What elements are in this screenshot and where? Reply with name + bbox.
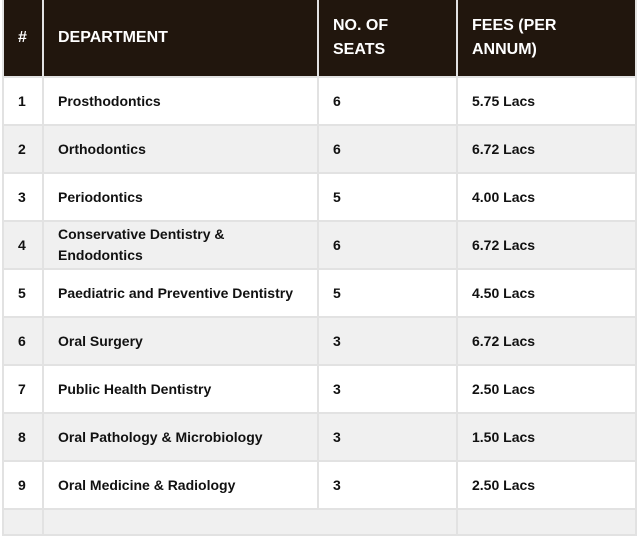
cell-department: Conservative Dentistry & Endodontics <box>42 220 319 270</box>
cell-number: 4 <box>2 220 44 270</box>
cell-number: 1 <box>2 76 44 126</box>
cell-number: 6 <box>2 316 44 366</box>
cell-number: 5 <box>2 268 44 318</box>
cell-department: Periodontics <box>42 172 319 222</box>
table-row: 4 Conservative Dentistry & Endodontics 6 6.… <box>2 220 637 270</box>
table-row: 3 Periodontics 5 4.00 Lacs <box>2 172 637 222</box>
cell-fees: 2.50 Lacs <box>456 364 637 414</box>
cell-seats: 6 <box>317 220 458 270</box>
table-row: 2 Orthodontics 6 6.72 Lacs <box>2 124 637 174</box>
cell-seats: 3 <box>317 364 458 414</box>
header-fees: FEES (PER ANNUM) <box>456 0 637 78</box>
cell-department: Oral Surgery <box>42 316 319 366</box>
cell-number: 3 <box>2 172 44 222</box>
table-row: 1 Prosthodontics 6 5.75 Lacs <box>2 76 637 126</box>
table-row: 7 Public Health Dentistry 3 2.50 Lacs <box>2 364 637 414</box>
table-row: 8 Oral Pathology & Microbiology 3 1.50 Lacs <box>2 412 637 462</box>
cell-seats: 5 <box>317 268 458 318</box>
cell-department: Orthodontics <box>42 124 319 174</box>
cell-seats: 6 <box>317 124 458 174</box>
header-number: # <box>2 0 44 78</box>
header-department: DEPARTMENT <box>42 0 319 78</box>
cell-number: 8 <box>2 412 44 462</box>
header-seats: NO. OF SEATS <box>317 0 458 78</box>
cell-department: Paediatric and Preventive Dentistry <box>42 268 319 318</box>
cell-seats: 3 <box>317 316 458 366</box>
cell-fees: 6.72 Lacs <box>456 220 637 270</box>
cell-number: 2 <box>2 124 44 174</box>
cell-number: 9 <box>2 460 44 510</box>
cell-empty <box>42 508 458 536</box>
cell-department: Prosthodontics <box>42 76 319 126</box>
table-row: 6 Oral Surgery 3 6.72 Lacs <box>2 316 637 366</box>
cell-seats: 5 <box>317 172 458 222</box>
cell-department: Oral Pathology & Microbiology <box>42 412 319 462</box>
cell-fees: 4.00 Lacs <box>456 172 637 222</box>
cell-fees: 6.72 Lacs <box>456 316 637 366</box>
table-row-partial <box>2 508 637 536</box>
cell-fees: 2.50 Lacs <box>456 460 637 510</box>
cell-empty <box>2 508 44 536</box>
cell-department: Oral Medicine & Radiology <box>42 460 319 510</box>
cell-fees: 4.50 Lacs <box>456 268 637 318</box>
cell-seats: 3 <box>317 460 458 510</box>
cell-seats: 3 <box>317 412 458 462</box>
cell-number: 7 <box>2 364 44 414</box>
cell-fees: 5.75 Lacs <box>456 76 637 126</box>
cell-fees: 6.72 Lacs <box>456 124 637 174</box>
table-row: 5 Paediatric and Preventive Dentistry 5 4.5… <box>2 268 637 318</box>
cell-department: Public Health Dentistry <box>42 364 319 414</box>
cell-empty <box>456 508 637 536</box>
cell-seats: 6 <box>317 76 458 126</box>
table-row: 9 Oral Medicine & Radiology 3 2.50 Lacs <box>2 460 637 510</box>
header-row: # DEPARTMENT NO. OF SEATS FEES (PER ANNU… <box>2 0 637 78</box>
cell-fees: 1.50 Lacs <box>456 412 637 462</box>
